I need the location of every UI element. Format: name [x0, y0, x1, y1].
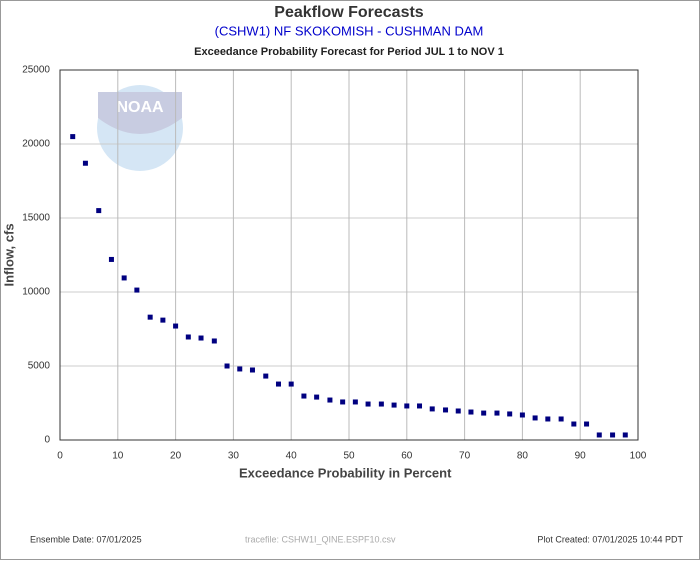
x-tick-label: 10	[112, 451, 124, 462]
point	[610, 432, 616, 438]
y-tick-label: 15000	[22, 213, 50, 224]
point	[378, 401, 384, 407]
point	[147, 314, 153, 320]
point	[82, 160, 88, 166]
point	[455, 408, 461, 414]
point	[301, 393, 307, 399]
point	[211, 338, 217, 344]
point	[198, 335, 204, 341]
point	[108, 256, 114, 262]
point	[596, 432, 602, 438]
point	[121, 275, 127, 281]
chart-subtitle2: Exceedance Probability Forecast for Peri…	[194, 46, 504, 58]
point	[173, 323, 179, 329]
logo-bird	[98, 92, 182, 134]
point	[275, 381, 281, 387]
point	[468, 409, 474, 415]
point	[352, 399, 358, 405]
point	[481, 410, 487, 416]
y-tick-label: 25000	[22, 65, 50, 76]
point	[507, 411, 513, 417]
point	[622, 432, 628, 438]
point	[519, 412, 525, 418]
point	[288, 381, 294, 387]
y-tick-label: 10000	[22, 287, 50, 298]
y-tick-label: 0	[44, 435, 50, 446]
point	[96, 208, 102, 214]
footer-right: Plot Created: 07/01/2025 10:44 PDT	[537, 534, 683, 544]
x-tick-label: 80	[517, 451, 529, 462]
point	[404, 403, 410, 409]
point	[224, 363, 230, 369]
chart-subtitle: (CSHW1) NF SKOKOMISH - CUSHMAN DAM	[215, 23, 484, 38]
logo-text: NOAA	[116, 99, 164, 116]
point	[558, 416, 564, 422]
y-axis-label: Inflow, cfs	[1, 223, 16, 286]
x-tick-label: 90	[575, 451, 587, 462]
plot-border	[59, 69, 639, 441]
footer-left: Ensemble Date: 07/01/2025	[30, 534, 142, 544]
point	[429, 406, 435, 412]
x-tick-label: 20	[170, 451, 182, 462]
x-tick-label: 50	[343, 451, 355, 462]
x-tick-label: 30	[228, 451, 240, 462]
y-tick-label: 5000	[28, 361, 51, 372]
x-tick-label: 70	[459, 451, 471, 462]
point	[443, 407, 449, 413]
point	[417, 403, 423, 409]
chart-title: Peakflow Forecasts	[274, 4, 424, 21]
point	[70, 134, 76, 140]
point	[532, 415, 538, 421]
point	[185, 334, 191, 340]
point	[494, 410, 500, 416]
point	[134, 287, 140, 293]
point	[391, 402, 397, 408]
point	[327, 397, 333, 403]
x-tick-label: 0	[57, 451, 63, 462]
point	[237, 366, 243, 372]
point	[571, 421, 577, 427]
footer-center: tracefile: CSHW1I_QINE.ESPF10.csv	[245, 534, 396, 544]
point	[314, 394, 320, 400]
point	[584, 421, 590, 427]
point	[545, 416, 551, 422]
point	[365, 401, 371, 407]
x-tick-label: 60	[401, 451, 413, 462]
x-tick-label: 100	[630, 451, 647, 462]
x-tick-label: 40	[286, 451, 298, 462]
point	[340, 399, 346, 405]
point	[263, 373, 269, 379]
logo: NOAA	[97, 85, 183, 171]
logo-circle	[97, 85, 183, 171]
point	[160, 317, 166, 323]
point	[249, 367, 255, 373]
x-axis-label: Exceedance Probability in Percent	[239, 465, 452, 480]
y-tick-label: 20000	[22, 139, 50, 150]
